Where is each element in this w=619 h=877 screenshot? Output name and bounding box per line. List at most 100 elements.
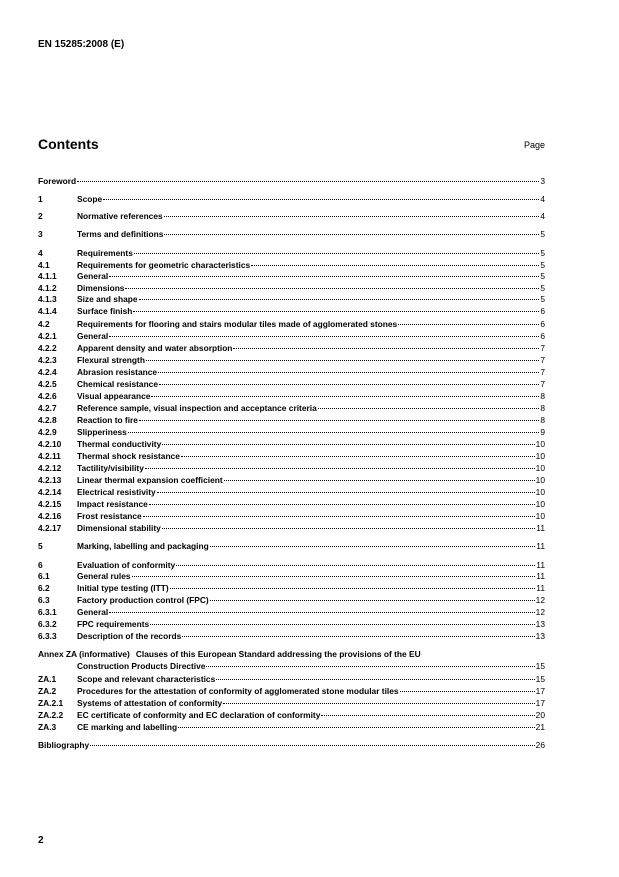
entry-title: Linear thermal expansion coefficient [77, 475, 223, 485]
entry-title: Surface finish [77, 306, 133, 316]
entry-title: Initial type testing (ITT) [77, 583, 169, 593]
entry-page: 10 [535, 439, 545, 449]
entry-number: 6.1 [38, 571, 50, 581]
toc-entry: 4.2.14 Electrical resistivity 10 [38, 487, 545, 498]
toc-entry: 4.2.4 Abrasion resistance 7 [38, 367, 545, 378]
leader [209, 546, 536, 547]
leader [164, 234, 540, 235]
entry-title: Bibliography [38, 740, 90, 750]
leader [233, 348, 540, 349]
leader [158, 372, 540, 373]
entry-number: 4.2.11 [38, 451, 61, 461]
leader [180, 456, 535, 457]
entry-title: Factory production control (FPC) [77, 595, 209, 605]
entry-number: 5 [38, 541, 43, 551]
toc-entry: Foreword 3 [38, 176, 545, 187]
entry-number: 6.3.1 [38, 607, 57, 617]
leader [131, 576, 536, 577]
entry-title: General [77, 607, 109, 617]
entry-number: 4.1.2 [38, 283, 57, 293]
entry-number: 4.1.1 [38, 271, 57, 281]
entry-page: 4 [540, 211, 545, 221]
leader [178, 727, 535, 728]
entry-title: General [77, 331, 109, 341]
entry-number: 4.2.13 [38, 475, 62, 485]
entry-page: 4 [540, 194, 545, 204]
entry-title: Scope [77, 194, 103, 204]
entry-title: Requirements for geometric characteristi… [77, 260, 251, 270]
entry-number: 4.2.3 [38, 355, 57, 365]
leader [125, 288, 540, 289]
entry-number: 4.2.7 [38, 403, 57, 413]
leader [223, 480, 535, 481]
entry-page: 8 [540, 415, 545, 425]
entry-page: 10 [535, 475, 545, 485]
entry-page: 5 [540, 248, 545, 258]
entry-number: 4.2.16 [38, 511, 62, 521]
toc-entry: 4 Requirements 5 [38, 248, 545, 259]
entry-page: 15 [535, 661, 545, 671]
toc-entry: ZA.2 Procedures for the attestation of co… [38, 686, 545, 697]
leader [169, 588, 536, 589]
entry-title: Scope and relevant characteristics [77, 674, 216, 684]
entry-page: 8 [540, 391, 545, 401]
toc-entry: 4.1.1 General 5 [38, 271, 545, 282]
entry-page: 7 [540, 355, 545, 365]
entry-title: Procedures for the attestation of confor… [77, 686, 399, 696]
entry-number: 4.2.17 [38, 523, 62, 533]
entry-title: CE marking and labelling [77, 722, 178, 732]
entry-page: 13 [535, 619, 545, 629]
entry-page: 3 [540, 176, 545, 186]
entry-page: 26 [535, 740, 545, 750]
entry-page: 10 [535, 463, 545, 473]
entry-page: 10 [535, 499, 545, 509]
entry-page: 15 [535, 674, 545, 684]
entry-number: 4.1 [38, 260, 50, 270]
leader [138, 420, 540, 421]
entry-page: 6 [540, 306, 545, 316]
entry-page: 5 [540, 294, 545, 304]
entry-title: Frost resistance [77, 511, 142, 521]
toc-entry: 4.2.8 Reaction to fire 8 [38, 415, 545, 426]
leader [127, 432, 540, 433]
entry-page: 11 [536, 583, 545, 593]
entry-title-continued: Construction Products Directive [77, 661, 206, 671]
toc-entry: 2 Normative references 4 [38, 211, 545, 222]
entry-page: 6 [540, 331, 545, 341]
entry-title: Slipperiness [77, 427, 127, 437]
entry-number: 4.2.6 [38, 391, 57, 401]
leader [142, 516, 535, 517]
leader [109, 612, 535, 613]
entry-title: Reaction to fire [77, 415, 138, 425]
toc-entry: 4.2.2 Apparent density and water absorpti… [38, 343, 545, 354]
entry-number: ZA.2.1 [38, 698, 64, 708]
toc-entry: ZA.1 Scope and relevant characteristics 15 [38, 674, 545, 685]
entry-title: Dimensions [77, 283, 125, 293]
entry-page: 11 [536, 523, 545, 533]
page-label: Page [523, 140, 545, 150]
leader [321, 715, 535, 716]
toc-entry: ZA.2.2 EC certificate of conformity and E… [38, 710, 545, 721]
toc-entry: 4.2.7 Reference sample, visual inspection… [38, 403, 545, 414]
entry-number: 6.2 [38, 583, 50, 593]
entry-title: Description of the records [77, 631, 182, 641]
toc-entry: 4.2.15 Impact resistance 10 [38, 499, 545, 510]
leader [145, 360, 540, 361]
entry-title: EC certificate of conformity and EC decl… [77, 710, 321, 720]
entry-page: 11 [536, 560, 545, 570]
entry-page: 13 [535, 631, 545, 641]
entry-page: 10 [535, 451, 545, 461]
toc-entry: 4.2.16 Frost resistance 10 [38, 511, 545, 522]
entry-number: ZA.2 [38, 686, 57, 696]
entry-page: 7 [540, 343, 545, 353]
entry-page: 10 [535, 487, 545, 497]
leader [176, 565, 536, 566]
entry-number: 4.2 [38, 319, 50, 329]
toc-entry: 4.2.10 Thermal conductivity 10 [38, 439, 545, 450]
entry-page: 17 [535, 686, 545, 696]
toc-entry: 6.3.2 FPC requirements 13 [38, 619, 545, 630]
entry-title: Chemical resistance [77, 379, 159, 389]
leader [209, 600, 535, 601]
entry-page: 20 [535, 710, 545, 720]
